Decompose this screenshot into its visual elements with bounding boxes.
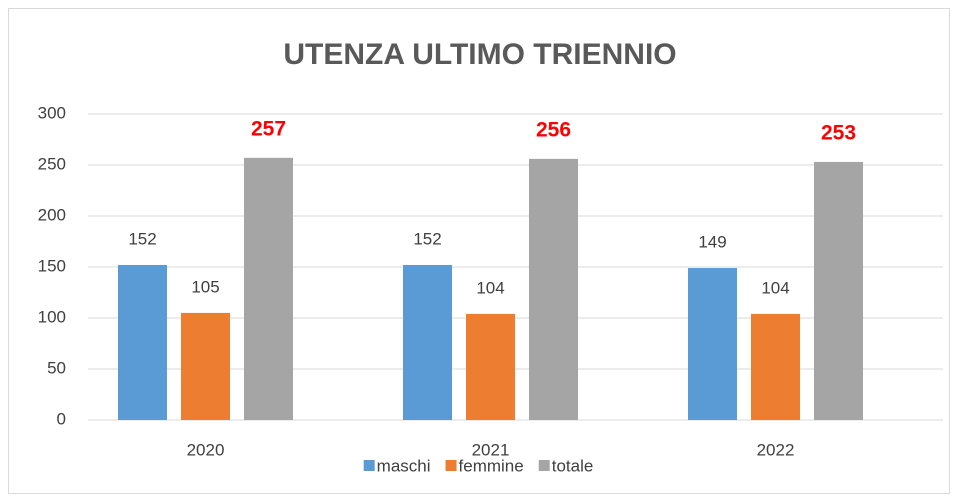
x-tick-label: 2021 — [472, 440, 510, 459]
x-tick-label: 2020 — [187, 440, 225, 459]
data-label: 253 — [821, 121, 856, 144]
data-label: 257 — [251, 117, 286, 140]
chart-title: UTENZA ULTIMO TRIENNIO — [283, 38, 676, 71]
x-tick-label: 2022 — [757, 440, 795, 459]
bar — [244, 157, 293, 421]
bar — [814, 161, 863, 420]
data-label: 105 — [191, 277, 219, 296]
data-label: 104 — [761, 278, 789, 297]
y-tick-label: 0 — [57, 409, 66, 428]
legend-swatch — [538, 460, 550, 471]
y-tick-label: 250 — [38, 154, 66, 173]
bar — [118, 264, 167, 420]
bar — [181, 312, 230, 420]
bar — [403, 264, 452, 420]
legend-label: totale — [552, 456, 594, 475]
legend-label: femmine — [459, 456, 524, 475]
data-label: 152 — [128, 229, 156, 248]
legend-swatch — [363, 460, 375, 471]
y-tick-label: 150 — [38, 256, 66, 275]
bar — [688, 268, 737, 420]
y-tick-label: 300 — [38, 103, 66, 122]
data-label: 149 — [698, 233, 726, 252]
data-label: 256 — [536, 118, 571, 141]
y-tick-label: 50 — [47, 358, 66, 377]
data-label: 104 — [476, 278, 504, 297]
y-tick-label: 100 — [38, 307, 66, 326]
data-label: 152 — [413, 229, 441, 248]
bar — [751, 313, 800, 420]
bar — [466, 313, 515, 420]
bar — [529, 158, 578, 420]
legend-swatch — [445, 460, 457, 471]
chart-border — [8, 8, 950, 494]
y-tick-label: 200 — [38, 205, 66, 224]
legend-label: maschi — [377, 456, 431, 475]
